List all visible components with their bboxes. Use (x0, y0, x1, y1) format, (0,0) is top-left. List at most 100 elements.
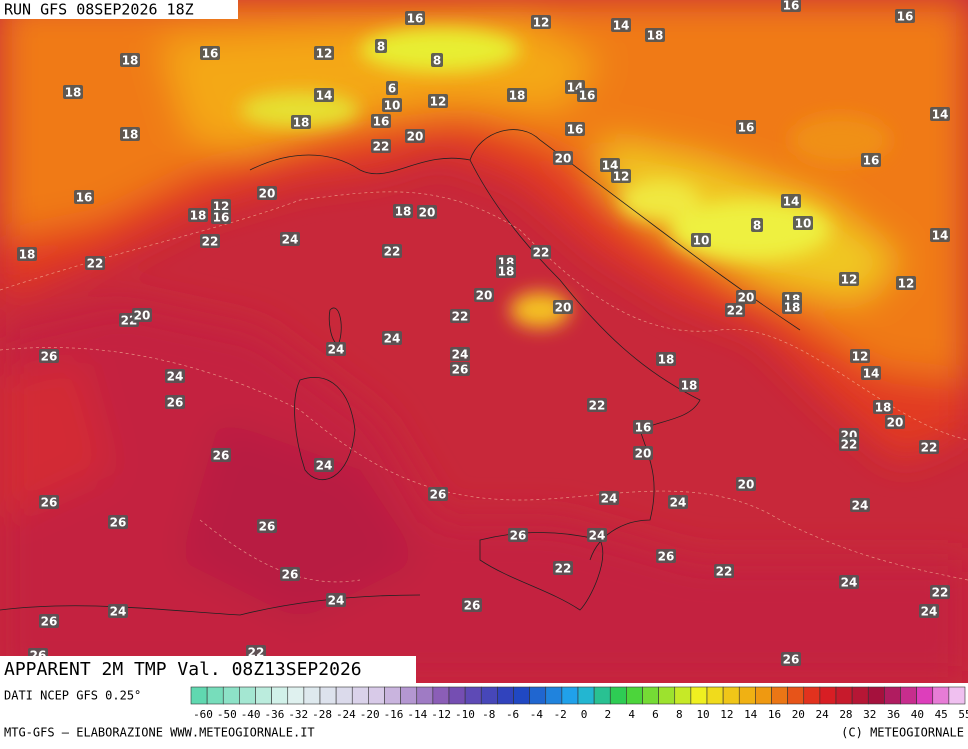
colorbar-tick-label: 0 (581, 708, 588, 721)
temperature-label: 26 (259, 520, 276, 534)
colorbar-tick-label: -24 (336, 708, 356, 721)
label-box (714, 564, 734, 578)
temperature-label: 18 (122, 54, 139, 68)
temperature-label: 20 (635, 447, 652, 461)
label-box (108, 515, 128, 529)
temperature-label: 22 (202, 235, 219, 249)
temperature-label: 26 (282, 568, 299, 582)
label-box (428, 94, 448, 108)
colorbar-swatch (948, 686, 966, 705)
colorbar-swatch (351, 686, 369, 705)
label-box (930, 107, 950, 121)
temperature-label: 26 (110, 516, 127, 530)
temperature-label: 26 (167, 396, 184, 410)
colorbar-swatch (577, 686, 595, 705)
colorbar-tick-label: -4 (530, 708, 544, 721)
temperature-label: 20 (259, 187, 276, 201)
colorbar-tick-label: 12 (720, 708, 733, 721)
credit-right: (C) METEOGIORNALE (841, 726, 964, 740)
temperature-label: 20 (555, 152, 572, 166)
label-box (565, 122, 585, 136)
colorbar-tick-label: -2 (554, 708, 567, 721)
colorbar-swatch (480, 686, 498, 705)
label-box (450, 362, 470, 376)
temperature-label: 18 (647, 29, 664, 43)
colorbar: -60 -50 -40 -36 -32 -28 -24 -20 -16 -14 -12 -10 -8 -6… (190, 686, 968, 721)
temperature-label: 10 (693, 234, 710, 248)
colorbar-swatch (851, 686, 869, 705)
colorbar-swatch (593, 686, 611, 705)
temperature-label: 18 (190, 209, 207, 223)
label-box (382, 331, 402, 345)
temperature-label: 24 (841, 576, 858, 590)
temperature-label: 10 (795, 217, 812, 231)
label-box (633, 420, 653, 434)
temperature-label: 18 (658, 353, 675, 367)
label-box (600, 158, 620, 172)
label-box (246, 645, 266, 659)
label-box (930, 228, 950, 242)
colorbar-swatch (206, 686, 224, 705)
label-box (431, 53, 443, 67)
colorbar-tick-label: -32 (288, 708, 308, 721)
temperature-label: 22 (727, 304, 744, 318)
map-title: APPARENT 2M TMP Val. 08Z13SEP2026 (4, 659, 362, 680)
temperature-label: 24 (110, 605, 127, 619)
map-labels: 16 12 14 18 16 16 16 18 12 8 8 18 14 6 10 12 18 14 16 18 18 1… (17, 0, 950, 667)
label-box (405, 129, 425, 143)
label-box (386, 81, 398, 95)
temperature-label: 22 (921, 441, 938, 455)
label-box (474, 288, 494, 302)
label-box (781, 0, 801, 12)
label-box (462, 598, 482, 612)
colorbar-tick-label: 55 (958, 708, 968, 721)
temperature-label: 20 (738, 291, 755, 305)
label-box (165, 369, 185, 383)
temperature-label: 12 (852, 350, 869, 364)
temperature-label: 14 (863, 367, 880, 381)
temperature-label: 20 (887, 416, 904, 430)
label-box (39, 349, 59, 363)
label-box (39, 495, 59, 509)
temperature-label: 20 (476, 289, 493, 303)
temperature-label: 26 (510, 529, 527, 543)
label-box (839, 575, 859, 589)
colorbar-swatch (916, 686, 934, 705)
colorbar-swatch (368, 686, 385, 705)
label-box (211, 199, 231, 213)
colorbar-tick-label: -8 (482, 708, 495, 721)
label-box (382, 98, 402, 112)
temperature-label: 16 (373, 115, 390, 129)
label-box (371, 139, 391, 153)
label-box (668, 495, 688, 509)
temperature-label: 14 (316, 89, 333, 103)
temperature-label: 16 (567, 123, 584, 137)
colorbar-swatch (626, 686, 643, 705)
colorbar-swatch (319, 686, 337, 705)
label-box (633, 446, 653, 460)
label-box (428, 487, 448, 501)
colorbar-tick-label: 16 (768, 708, 781, 721)
temperature-label: 12 (533, 16, 550, 30)
temperature-label: 18 (509, 89, 526, 103)
colorbar-tick-label: 24 (816, 708, 830, 721)
label-box (257, 186, 277, 200)
colorbar-tick-label: -16 (384, 708, 404, 721)
colorbar-swatch (335, 686, 353, 705)
temperature-label: 26 (464, 599, 481, 613)
colorbar-swatch (706, 686, 724, 705)
label-box (896, 276, 916, 290)
temperature-label: 22 (533, 246, 550, 260)
temperature-label: 18 (498, 265, 515, 279)
temperature-label: 14 (613, 19, 630, 33)
colorbar-tick-label: -36 (265, 708, 285, 721)
label-box (200, 234, 220, 248)
temperature-label: 16 (407, 12, 424, 26)
temperature-label: 26 (213, 449, 230, 463)
temperature-label: 10 (384, 99, 401, 113)
temperature-label: 26 (452, 363, 469, 377)
temperature-label: 22 (87, 257, 104, 271)
temperature-label: 22 (932, 586, 949, 600)
colorbar-swatch (884, 686, 901, 705)
temperature-label: 26 (658, 550, 675, 564)
